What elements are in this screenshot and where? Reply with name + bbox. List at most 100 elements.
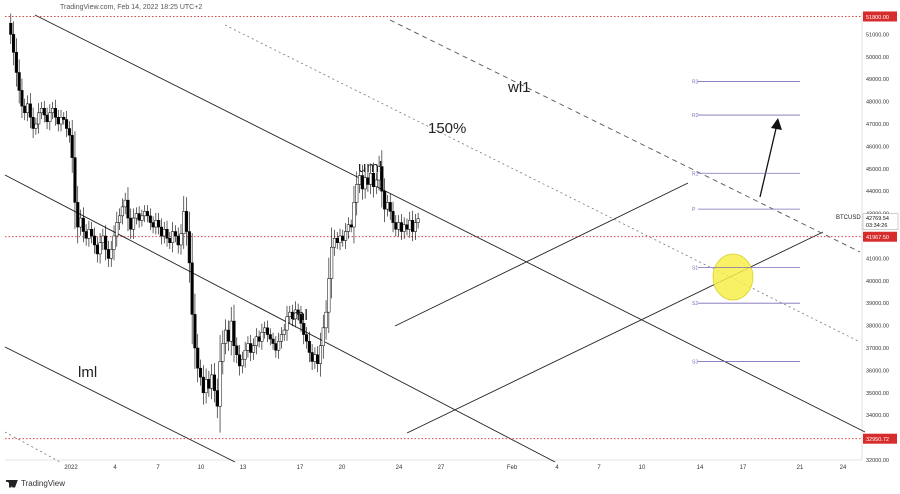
brand-label: TradingView: [21, 479, 66, 488]
candle-body: [341, 235, 345, 241]
x-tick-label: 20: [339, 465, 346, 471]
candle-body: [168, 237, 172, 243]
candle-body: [363, 177, 367, 190]
arrow-head-icon: [771, 118, 782, 130]
candle-body: [399, 222, 403, 232]
x-tick-label: 10: [198, 465, 205, 471]
candle-body: [42, 108, 46, 116]
price-tag-1: [863, 231, 897, 242]
candle-body: [385, 202, 389, 210]
candle-body: [316, 354, 320, 364]
x-tick-label: 2022: [64, 465, 78, 471]
candle-body: [318, 345, 323, 364]
candle-body: [335, 237, 339, 243]
candle-body: [282, 329, 286, 335]
x-tick-label: 13: [240, 465, 247, 471]
pivot-label-p: P: [692, 207, 696, 213]
candle-body: [173, 231, 177, 237]
candle-body: [411, 220, 415, 232]
candle-body: [207, 379, 211, 389]
candle-body: [240, 358, 244, 367]
candle-body: [346, 224, 350, 232]
candle-body: [198, 367, 203, 378]
candle-body: [416, 218, 420, 223]
x-tick-label: 4: [113, 465, 117, 471]
y-tick-label: 36000.00: [866, 368, 889, 374]
candle-body: [408, 220, 412, 230]
projection-arrow: [759, 119, 779, 198]
candle-body: [81, 217, 85, 232]
candle-body: [215, 390, 219, 407]
x-tick-label: 14: [697, 465, 704, 471]
price-tag-label-2: 32950.72: [866, 437, 889, 443]
candle-body: [304, 334, 309, 342]
candle-body: [182, 211, 186, 235]
candle-body: [374, 179, 378, 187]
x-tick-label: 17: [740, 465, 747, 471]
x-tick-label: 10: [639, 465, 646, 471]
chart-header: TradingView.com, Feb 14, 2022 18:25 UTC+…: [60, 4, 203, 11]
candle-body: [101, 235, 105, 243]
candle-body: [274, 343, 278, 351]
y-tick-label: 35000.00: [866, 391, 889, 397]
y-tick-label: 39000.00: [866, 301, 889, 307]
candle-body: [59, 117, 63, 125]
candle-body: [254, 336, 258, 347]
annotation-150pct: 150%: [428, 120, 466, 137]
candle-body: [176, 235, 180, 246]
candle-body: [12, 34, 16, 53]
candle-body: [196, 347, 200, 369]
y-tick-label: 34000.00: [866, 413, 889, 419]
candle-body: [76, 202, 80, 228]
candle-body: [327, 278, 331, 313]
price-tag-label-1: 41967.50: [866, 235, 889, 241]
candle-body: [360, 175, 364, 190]
wl1-line: [389, 19, 861, 253]
candle-body: [193, 314, 197, 349]
annotation-uml: uml: [358, 159, 382, 176]
x-tick-label: 7: [597, 465, 601, 471]
candle-body: [171, 231, 175, 243]
y-tick-label: 45000.00: [866, 167, 889, 173]
y-tick-label: 44000.00: [866, 189, 889, 195]
candle-body: [246, 343, 250, 351]
candle-body: [313, 354, 317, 362]
price-axis[interactable]: 32000.0033000.0034000.0035000.0036000.00…: [862, 11, 899, 464]
current-price-label: 42769.54: [866, 216, 889, 222]
lower-dotted-line: [4, 431, 61, 463]
tradingview-brand: TradingView: [6, 479, 65, 488]
candle-body: [224, 329, 228, 344]
candle-body: [260, 332, 264, 342]
y-tick-label: 38000.00: [866, 324, 889, 330]
candle-body: [288, 311, 292, 317]
candle-body: [34, 123, 38, 129]
candle-body: [391, 211, 395, 223]
candle-body: [235, 345, 239, 355]
candle-body: [51, 108, 55, 114]
pivot-label-s2: S2: [692, 301, 698, 307]
chart-frame: [5, 12, 863, 461]
candle-body: [355, 184, 359, 203]
candle-body: [330, 246, 334, 279]
y-tick-label: 37000.00: [866, 346, 889, 352]
candle-body: [48, 112, 52, 123]
candle-body: [210, 374, 214, 389]
candle-body: [397, 222, 401, 230]
horizontal-levels: [5, 16, 862, 440]
y-tick-label: 51000.00: [866, 32, 889, 38]
candle-body: [120, 206, 124, 217]
candle-body: [321, 327, 325, 347]
x-tick-label: 7: [156, 465, 160, 471]
line-150-percent: [224, 24, 861, 343]
candle-body: [98, 242, 102, 255]
x-tick-label: 24: [396, 465, 403, 471]
candle-body: [137, 213, 141, 221]
candle-body: [165, 229, 169, 239]
x-tick-label: 4: [555, 465, 559, 471]
time-axis[interactable]: 2022 4 7 10 13 17 20 24 27 Feb 4 7 10 14 17 21 24: [64, 465, 847, 471]
candle-body: [380, 166, 384, 192]
pivot-label-r3: R3: [692, 79, 699, 85]
candle-body: [143, 211, 147, 217]
candle-body: [238, 354, 242, 367]
x-tick-label: 17: [297, 465, 304, 471]
